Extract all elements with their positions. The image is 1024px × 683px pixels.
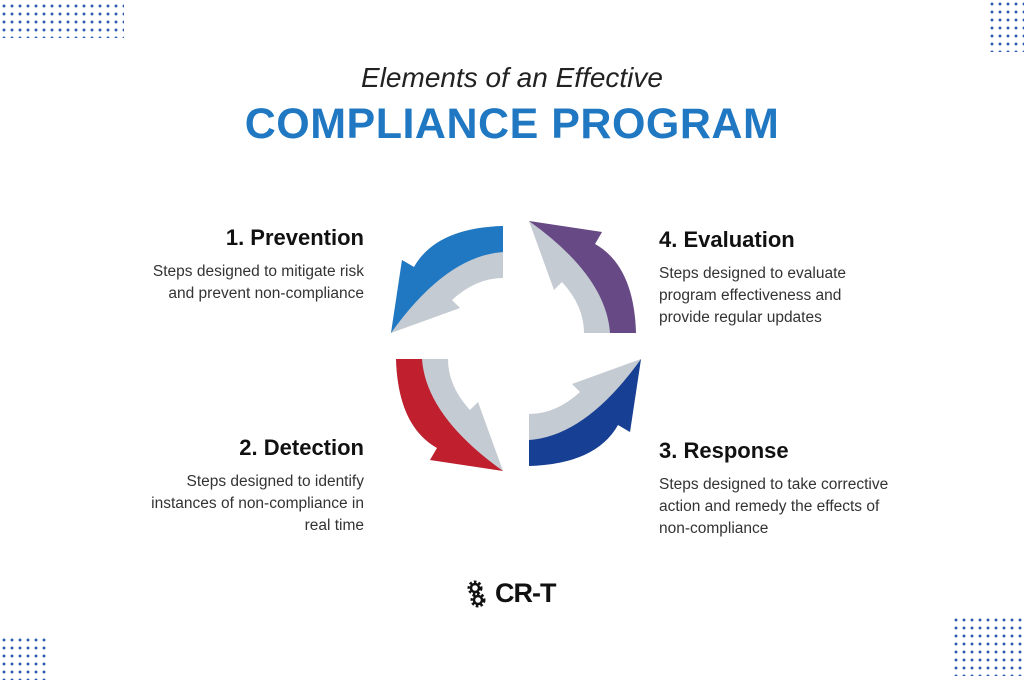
- arrow-evaluation: [529, 221, 636, 333]
- gears-icon: [467, 580, 486, 607]
- logo-text: CR-T: [495, 578, 556, 608]
- page-title: COMPLIANCE PROGRAM: [244, 100, 780, 148]
- step-evaluation: 4. Evaluation Steps designed to evaluate…: [659, 227, 959, 329]
- step-description: Steps designed to take corrective action…: [659, 476, 889, 537]
- step-prevention: 1. Prevention Steps designed to mitigate…: [64, 225, 364, 305]
- logo: CR-T: [466, 578, 556, 609]
- dot-grid-bottom-right: [952, 616, 1024, 676]
- arrow-response: [529, 359, 641, 466]
- step-description: Steps designed to mitigate risk and prev…: [152, 263, 364, 302]
- step-title: 4. Evaluation: [659, 227, 795, 252]
- dot-grid-top-left: [0, 2, 124, 38]
- dot-grid-top-right: [988, 0, 1024, 52]
- subtitle: Elements of an Effective: [361, 62, 663, 93]
- step-title: 1. Prevention: [225, 225, 364, 250]
- step-response: 3. Response Steps designed to take corre…: [659, 438, 959, 540]
- arrow-detection: [396, 359, 503, 471]
- arrow-prevention: [391, 226, 503, 333]
- step-title: 3. Response: [659, 438, 789, 463]
- step-description: Steps designed to evaluate program effec…: [659, 265, 846, 326]
- dot-grid-bottom-left: [0, 636, 48, 680]
- step-description: Steps designed to identify instances of …: [151, 473, 364, 534]
- step-detection: 2. Detection Steps designed to identify …: [64, 435, 364, 537]
- step-title: 2. Detection: [239, 435, 364, 460]
